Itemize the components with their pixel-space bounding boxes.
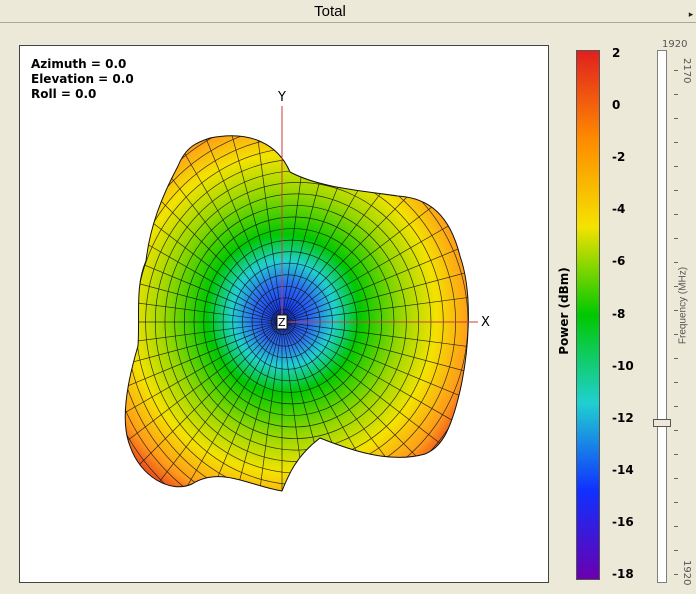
title-bar: Total ▸ xyxy=(0,0,696,23)
slider-tick-mark xyxy=(674,550,678,551)
frequency-max-value: 2170 xyxy=(681,58,692,84)
power-colorbar xyxy=(576,50,600,580)
slider-tick-mark xyxy=(674,454,678,455)
slider-tick-mark xyxy=(674,190,678,191)
slider-tick-mark xyxy=(674,382,678,383)
colorbar-tick: 0 xyxy=(612,98,621,113)
slider-tick-mark xyxy=(674,142,678,143)
slider-tick-mark xyxy=(674,526,678,527)
colorbar-tick: -16 xyxy=(612,514,634,529)
colorbar-label: Power (dBm) xyxy=(557,267,571,355)
z-axis-marker xyxy=(276,314,288,330)
slider-tick-mark xyxy=(674,406,678,407)
radiation-pattern-plot[interactable]: Azimuth = 0.0 Elevation = 0.0 Roll = 0.0… xyxy=(19,45,549,583)
slider-tick-mark xyxy=(674,70,678,71)
colorbar-tick: -18 xyxy=(612,567,634,581)
slider-tick-mark xyxy=(674,94,678,95)
slider-tick-mark xyxy=(674,310,678,311)
z-axis-label: Z xyxy=(278,316,286,329)
slider-tick-mark xyxy=(674,166,678,167)
window-title: Total xyxy=(314,3,346,20)
roll-readout: Roll = 0.0 xyxy=(31,87,97,101)
azimuth-readout: Azimuth = 0.0 xyxy=(31,57,127,71)
slider-tick-mark xyxy=(674,286,678,287)
elevation-readout: Elevation = 0.0 xyxy=(31,72,134,86)
slider-tick-mark xyxy=(674,118,678,119)
colorbar-tick: -14 xyxy=(612,462,634,477)
slider-tick-mark xyxy=(674,334,678,335)
x-axis-label: X xyxy=(481,315,490,330)
slider-tick-mark xyxy=(674,214,678,215)
colorbar-tick: -8 xyxy=(612,306,626,321)
colorbar-tick: -4 xyxy=(612,202,626,217)
pattern-3d-svg xyxy=(124,106,478,492)
frequency-label: Frequency (MHz) xyxy=(677,266,689,345)
y-axis-label: Y xyxy=(278,90,286,105)
colorbar-tick: -6 xyxy=(612,254,626,269)
slider-tick-mark xyxy=(674,358,678,359)
slider-tick-mark xyxy=(674,478,678,479)
colorbar-tick: -12 xyxy=(612,410,634,425)
colorbar-tick: 2 xyxy=(612,46,621,60)
scroll-right-arrow-icon[interactable]: ▸ xyxy=(688,9,694,19)
slider-tick-mark xyxy=(674,574,678,575)
frequency-min-value: 1920 xyxy=(681,560,692,586)
slider-tick-mark xyxy=(674,502,678,503)
frequency-top-value: 1920 xyxy=(662,39,688,50)
frequency-slider-thumb[interactable] xyxy=(653,419,671,427)
slider-tick-mark xyxy=(674,238,678,239)
colorbar-tick: -10 xyxy=(612,358,634,373)
slider-tick-mark xyxy=(674,430,678,431)
slider-tick-mark xyxy=(674,262,678,263)
colorbar-tick: -2 xyxy=(612,150,626,165)
frequency-slider-track[interactable] xyxy=(657,50,667,583)
